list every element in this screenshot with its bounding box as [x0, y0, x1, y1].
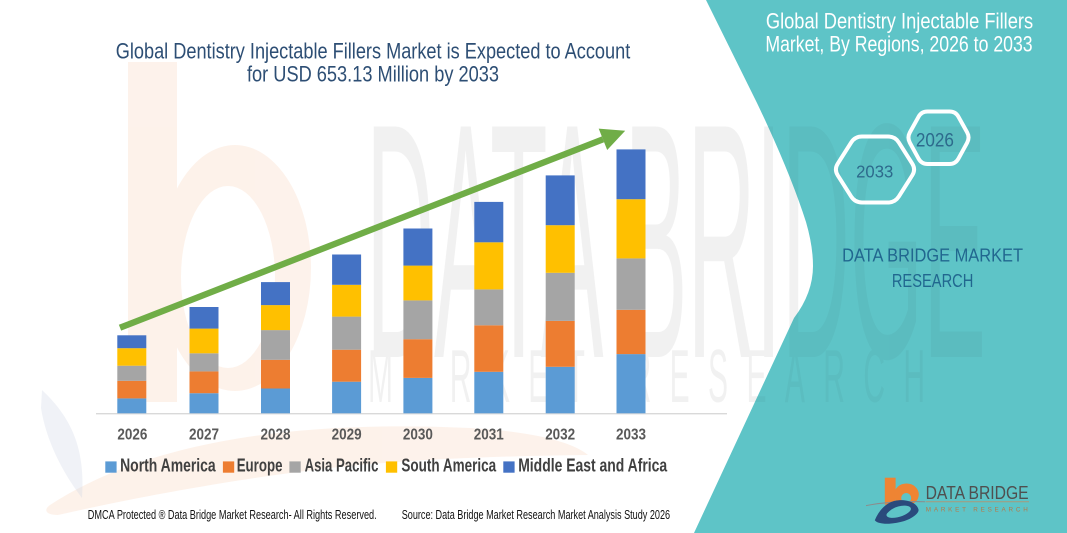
svg-text:2029: 2029 [332, 427, 362, 444]
svg-text:2028: 2028 [261, 427, 291, 444]
svg-text:2026: 2026 [916, 130, 954, 151]
svg-text:DMCA Protected ® Data Bridge M: DMCA Protected ® Data Bridge Market Rese… [88, 507, 377, 522]
svg-text:2030: 2030 [403, 427, 433, 444]
svg-text:2026: 2026 [117, 427, 147, 444]
svg-text:Market, By Regions, 2026 to 20: Market, By Regions, 2026 to 2033 [765, 32, 1032, 57]
svg-text:2027: 2027 [189, 427, 219, 444]
svg-text:Asia Pacific: Asia Pacific [305, 456, 379, 476]
svg-text:South America: South America [401, 456, 496, 476]
svg-text:North America: North America [120, 456, 216, 476]
svg-text:MARKET RESEARCH: MARKET RESEARCH [926, 507, 1028, 514]
svg-text:2031: 2031 [474, 427, 504, 444]
svg-text:2033: 2033 [616, 427, 646, 444]
svg-text:Middle East and Africa: Middle East and Africa [518, 456, 668, 476]
svg-text:2032: 2032 [545, 427, 575, 444]
svg-text:Europe: Europe [237, 456, 283, 476]
svg-text:DATA BRIDGE: DATA BRIDGE [926, 483, 1029, 503]
svg-text:Global Dentistry Injectable Fi: Global Dentistry Injectable Fillers [766, 8, 1033, 33]
svg-text:Source: Data Bridge Market Res: Source: Data Bridge Market Research Mark… [402, 507, 670, 522]
svg-text:Global Dentistry Injectable Fi: Global Dentistry Injectable Fillers Mark… [116, 39, 631, 64]
svg-text:RESEARCH: RESEARCH [892, 271, 974, 291]
svg-text:DATA BRIDGE MARKET: DATA BRIDGE MARKET [842, 246, 1023, 266]
svg-text:for USD 653.13 Million by 2033: for USD 653.13 Million by 2033 [247, 61, 499, 86]
svg-text:2033: 2033 [856, 162, 893, 182]
